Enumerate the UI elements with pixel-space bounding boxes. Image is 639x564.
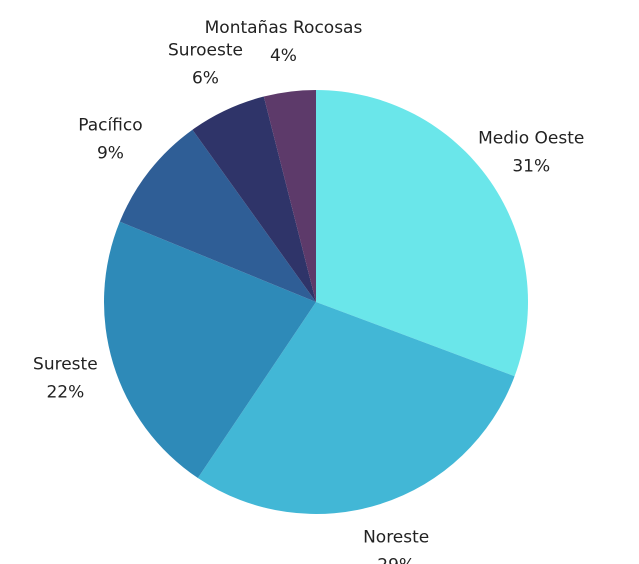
slice-label: Montañas Rocosas bbox=[205, 18, 363, 38]
pie-slice bbox=[119, 129, 317, 302]
slice-label: Pacífico bbox=[78, 116, 142, 136]
slice-value-label: 9% bbox=[97, 144, 124, 164]
slice-label: Medio Oeste bbox=[478, 129, 584, 149]
slice-value-label: 31% bbox=[512, 157, 550, 177]
pie-slice bbox=[263, 90, 316, 302]
pie-slice bbox=[192, 96, 316, 302]
slice-label: Suroeste bbox=[168, 40, 243, 60]
slice-value-label: 6% bbox=[192, 68, 219, 88]
pie-slice bbox=[197, 302, 515, 514]
slice-value-label: 22% bbox=[46, 382, 84, 402]
slice-value-label: 29% bbox=[377, 555, 415, 564]
slice-label: Sureste bbox=[33, 354, 98, 374]
pie-slice bbox=[316, 90, 528, 377]
pie-slice bbox=[103, 221, 316, 479]
slice-label: Noreste bbox=[363, 527, 429, 547]
slice-value-label: 4% bbox=[270, 46, 297, 66]
